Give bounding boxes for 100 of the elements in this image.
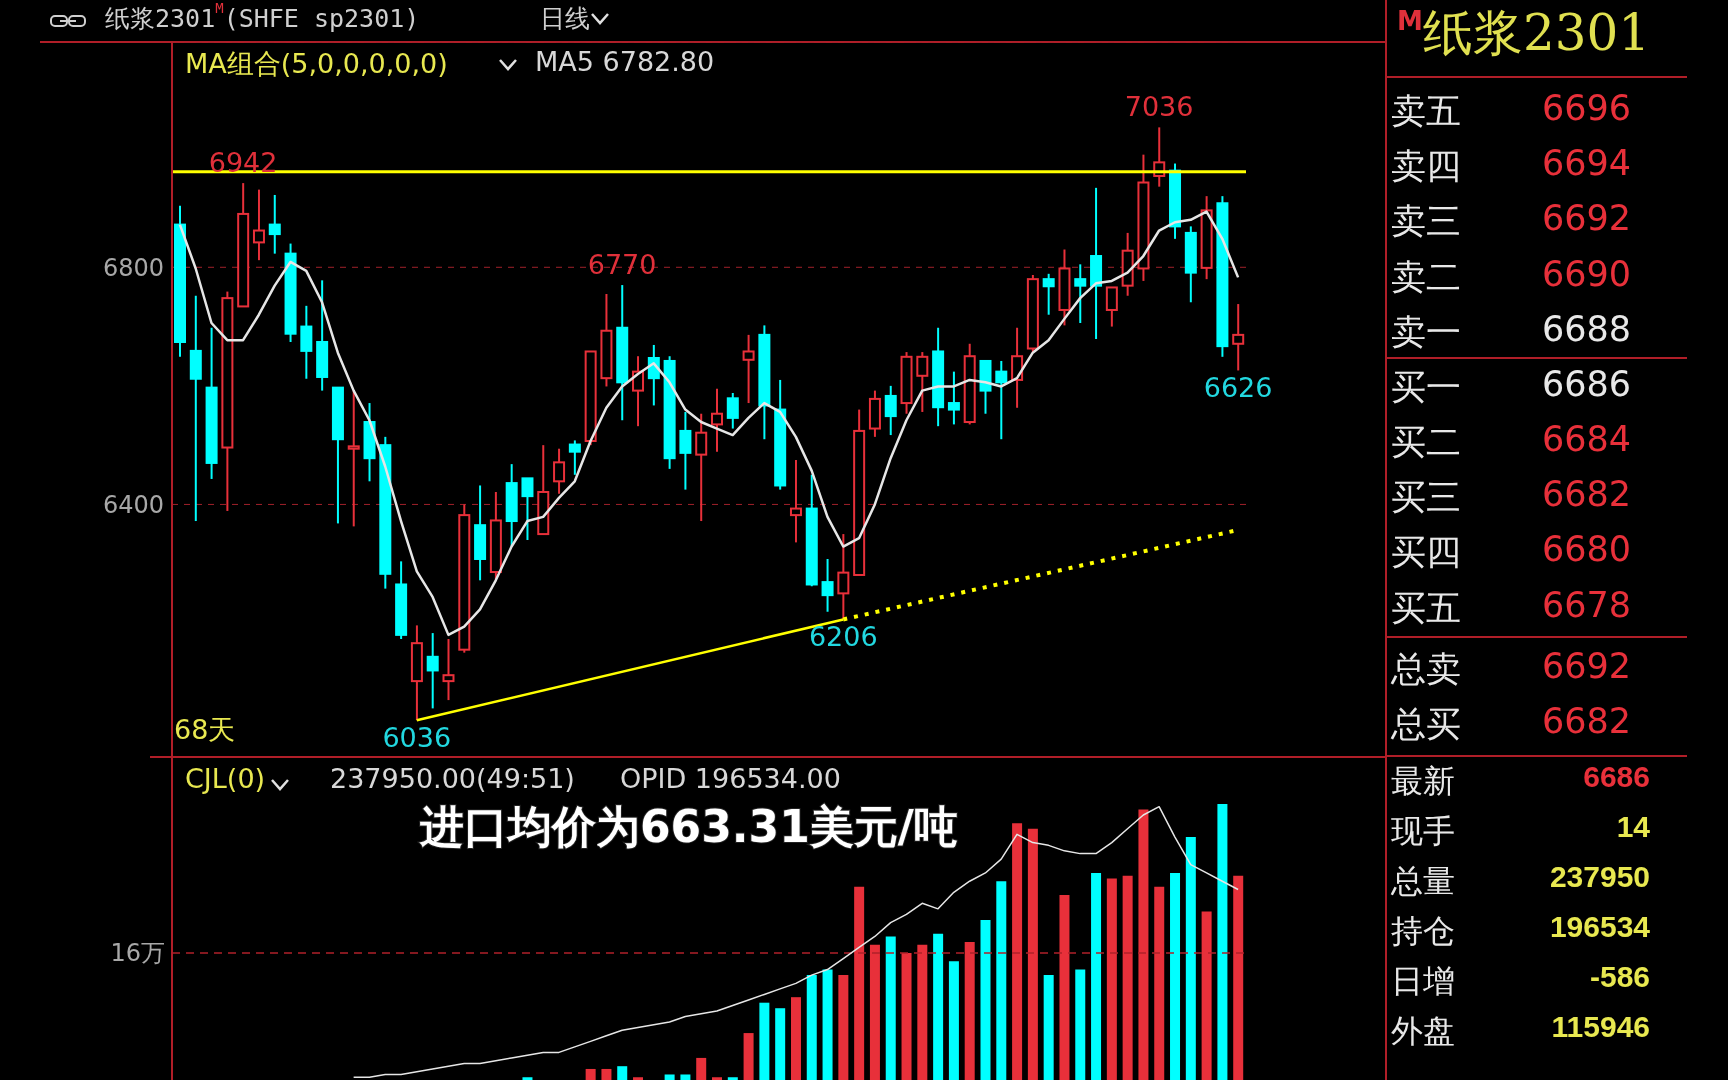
bar [617,1066,628,1080]
candlestick [1137,153,1150,282]
bar [1201,911,1212,1080]
bar [885,936,896,1080]
data-label: 115946 [1550,1010,1650,1044]
candlestick [442,638,455,702]
category-label: 买四 [1391,531,1461,574]
candlestick [1184,225,1197,304]
candlestick [995,359,1008,441]
bar [1091,872,1102,1080]
data-label: 6682 [1540,701,1631,741]
category-label: 总卖 [1391,648,1461,691]
category-label: 总买 [1391,703,1461,746]
bar [980,919,991,1080]
candlestick [616,284,629,422]
data-label: -586 [1588,960,1650,994]
chart-subtitle: 日线 [540,3,590,35]
candlestick [363,402,376,483]
candlestick [837,533,850,621]
data-label: 6678 [1540,585,1631,625]
candlestick [252,188,265,262]
category-label: 买一 [1391,366,1461,409]
bar [522,1077,533,1080]
annotation: MA组合(5,0,0,0,0,0) [185,47,448,81]
data-label: 6680 [1540,529,1631,569]
bar [933,933,944,1080]
text: OPID 196534.00 [620,763,841,794]
bar [743,1033,754,1080]
candlestick [174,204,186,358]
text: $^{M}$纸浆2301 [1397,3,1651,64]
bar [1217,803,1228,1080]
data-label: 6692 [1540,198,1631,238]
annotation: 6942 [207,147,279,179]
bar [1185,837,1196,1080]
bar [727,1077,738,1080]
category-label: 外盘 [1391,1011,1455,1052]
bar [585,1068,596,1080]
candlestick [268,193,281,255]
category-label: 买二 [1391,421,1461,464]
bar [1043,975,1054,1080]
category-label: 总量 [1391,861,1455,902]
bar [838,975,849,1080]
category-label: 日增 [1391,961,1455,1002]
category-label: 现手 [1391,811,1455,852]
annotation: 7036 [1123,91,1195,123]
candlestick [932,326,945,428]
category-label: 买五 [1391,587,1461,630]
bar [1138,809,1149,1080]
bar [775,1008,786,1080]
candlestick [1121,231,1134,297]
data-label: 6688 [1540,309,1631,349]
candlestick [711,387,723,453]
data-label: 6696 [1540,88,1631,128]
annotation: 6770 [586,249,658,281]
bar [712,1077,722,1080]
bar [664,1074,675,1080]
y-tick-label: 6400 [102,490,164,519]
candlestick [410,624,423,722]
data-label: 6690 [1540,254,1631,294]
candlestick [679,410,692,491]
candlestick [300,304,313,380]
candlestick [774,378,787,491]
y-tick-label: 6800 [102,253,164,282]
bar [854,886,865,1080]
bar [680,1074,691,1080]
data-label: 6684 [1540,419,1631,459]
bar [1106,878,1117,1080]
candlestick [474,484,487,582]
candlestick [205,326,218,480]
candlestick [1074,263,1087,325]
bar [917,944,928,1080]
category-label: 买三 [1391,476,1461,519]
category-label: 卖二 [1391,256,1461,299]
candlestick [568,439,581,476]
chart-title: 纸浆2301$^{M}$(SHFE sp2301) [105,0,420,35]
bar [996,881,1007,1080]
candlestick [884,384,897,437]
bar [790,997,801,1080]
annotation: 68天 [174,713,236,747]
bar [806,975,817,1080]
bar [1170,872,1181,1080]
annotation: 6206 [807,621,879,653]
bar [1027,828,1038,1080]
text: CJL(0) [185,763,266,794]
data-label: 196534 [1548,910,1650,944]
annotation: 6626 [1202,372,1274,404]
candlestick [1090,186,1103,341]
candlestick [316,279,329,392]
ref-line-label: 16万 [109,938,165,969]
candlestick [189,294,202,523]
candlestick [695,412,708,523]
bar [948,961,959,1080]
candlestick [758,324,771,441]
data-label: 6694 [1540,143,1631,183]
category-label: 卖一 [1391,311,1461,354]
candlestick [1232,303,1245,372]
text: 237950.00(49:51) [330,763,575,794]
candlestick [821,557,834,613]
bar [601,1068,612,1080]
category-label: 卖四 [1391,145,1461,188]
